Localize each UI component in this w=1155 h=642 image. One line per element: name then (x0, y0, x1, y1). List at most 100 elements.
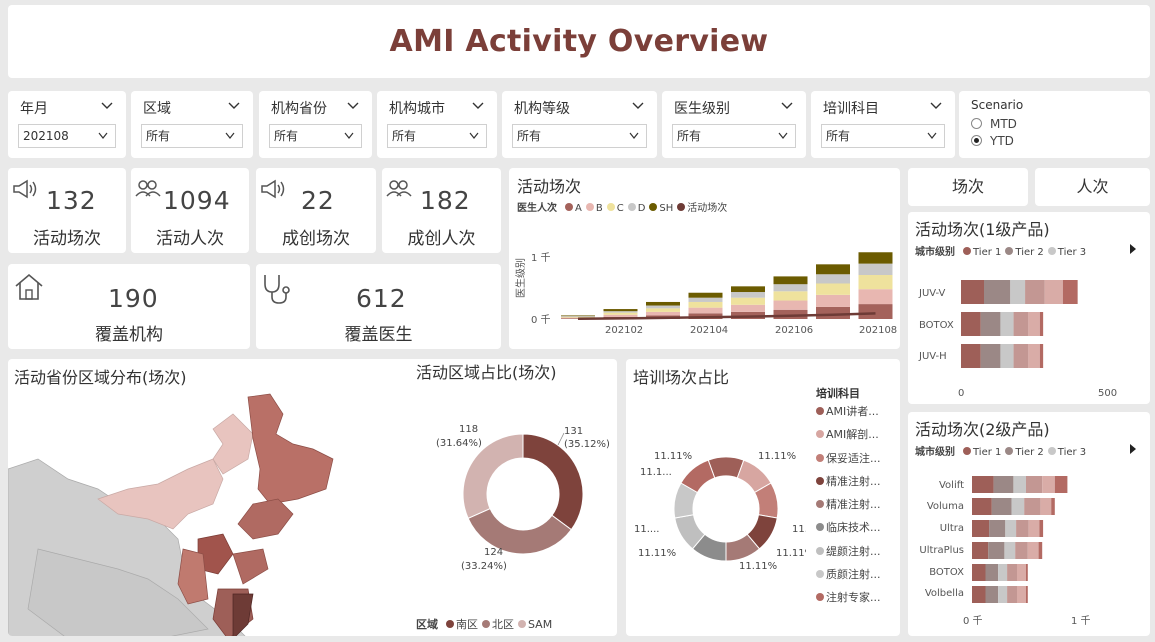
bar-segment[interactable] (972, 586, 986, 603)
bar-segment[interactable] (1013, 312, 1029, 336)
bar-segment[interactable] (993, 476, 1014, 493)
bar-segment[interactable] (1054, 476, 1068, 493)
bar-segment[interactable] (972, 520, 990, 537)
bar-segment[interactable] (816, 274, 850, 284)
chevron-down-icon[interactable] (346, 99, 360, 113)
bar-segment[interactable] (1039, 344, 1044, 368)
bar-segment[interactable] (1024, 498, 1041, 515)
chevron-down-icon[interactable] (631, 99, 645, 113)
bar-segment[interactable] (1000, 312, 1014, 336)
bar-segment[interactable] (1017, 564, 1026, 581)
bar-segment[interactable] (1028, 520, 1040, 537)
bar-segment[interactable] (1039, 520, 1044, 537)
bar-segment[interactable] (603, 312, 638, 315)
bar-segment[interactable] (731, 286, 765, 293)
scenario-option-mtd[interactable]: MTD (971, 117, 1017, 131)
bar-segment[interactable] (646, 305, 680, 309)
bar-segment[interactable] (816, 283, 850, 295)
bar-segment[interactable] (1025, 280, 1045, 304)
filter-dropdown[interactable]: 所有 (269, 124, 362, 148)
bar-segment[interactable] (731, 292, 765, 298)
filter-dropdown[interactable]: 所有 (512, 124, 647, 148)
bar-segment[interactable] (561, 316, 595, 318)
bar-segment[interactable] (731, 304, 765, 312)
bar-segment[interactable] (688, 297, 723, 302)
bar-segment[interactable] (773, 309, 808, 319)
bar-segment[interactable] (1026, 586, 1028, 603)
map-region-shanxi[interactable] (177, 548, 209, 605)
bar-segment[interactable] (998, 586, 1008, 603)
bar-segment[interactable] (961, 312, 981, 336)
bar-segment[interactable] (1000, 344, 1014, 368)
bar-segment[interactable] (688, 301, 723, 308)
bar-segment[interactable] (1007, 564, 1017, 581)
map-region-central[interactable] (27, 548, 209, 636)
bar-segment[interactable] (985, 564, 999, 581)
bar-segment[interactable] (961, 344, 981, 368)
bar-segment[interactable] (646, 311, 680, 316)
tab-sessions[interactable]: 场次 (908, 168, 1028, 206)
legend-next-icon[interactable] (1128, 444, 1138, 454)
bar-segment[interactable] (1013, 476, 1026, 493)
bar-segment[interactable] (980, 344, 1001, 368)
bar-segment[interactable] (816, 306, 850, 319)
donut-slice[interactable] (680, 459, 716, 494)
bar-segment[interactable] (603, 314, 638, 317)
chevron-down-icon[interactable] (227, 99, 241, 113)
chevron-down-icon[interactable] (780, 99, 794, 113)
bar-segment[interactable] (998, 564, 1008, 581)
map-region-heilongjiang[interactable] (247, 393, 334, 505)
bar-segment[interactable] (816, 294, 850, 307)
bar-segment[interactable] (985, 586, 999, 603)
filter-dropdown[interactable]: 所有 (672, 124, 796, 148)
bar-segment[interactable] (773, 291, 808, 301)
bar-segment[interactable] (603, 311, 638, 313)
filter-dropdown[interactable]: 所有 (387, 124, 487, 148)
bar-segment[interactable] (1011, 498, 1025, 515)
bar-segment[interactable] (988, 542, 1005, 559)
bar-segment[interactable] (1028, 312, 1040, 336)
bar-segment[interactable] (858, 274, 893, 290)
bar-segment[interactable] (1027, 542, 1039, 559)
filter-dropdown[interactable]: 所有 (821, 124, 945, 148)
chevron-down-icon[interactable] (929, 99, 943, 113)
bar-segment[interactable] (773, 276, 808, 285)
bar-segment[interactable] (1040, 498, 1052, 515)
bar-segment[interactable] (980, 312, 1001, 336)
bar-segment[interactable] (1039, 312, 1044, 336)
bar-segment[interactable] (1026, 564, 1028, 581)
filter-dropdown[interactable]: 202108 (18, 124, 116, 148)
map-region-north-inner[interactable] (97, 458, 224, 530)
line-series[interactable] (577, 312, 876, 321)
chevron-down-icon[interactable] (471, 99, 485, 113)
bar-segment[interactable] (646, 301, 680, 306)
bar-segment[interactable] (1051, 498, 1055, 515)
bar-segment[interactable] (731, 297, 765, 305)
bar-segment[interactable] (1042, 476, 1055, 493)
bar-segment[interactable] (1028, 344, 1040, 368)
bar-segment[interactable] (688, 292, 723, 298)
bar-segment[interactable] (1013, 344, 1029, 368)
map-region-shandong[interactable] (232, 548, 269, 585)
bar-segment[interactable] (773, 300, 808, 310)
bar-segment[interactable] (989, 520, 1006, 537)
bar-segment[interactable] (972, 498, 992, 515)
bar-segment[interactable] (603, 309, 638, 312)
bar-segment[interactable] (561, 315, 595, 317)
bar-segment[interactable] (858, 263, 893, 275)
bar-segment[interactable] (1062, 280, 1078, 304)
bar-segment[interactable] (1044, 280, 1063, 304)
bar-segment[interactable] (984, 280, 1011, 304)
bar-segment[interactable] (858, 289, 893, 305)
bar-segment[interactable] (972, 476, 994, 493)
bar-segment[interactable] (561, 316, 595, 317)
bar-segment[interactable] (816, 264, 850, 275)
chevron-down-icon[interactable] (100, 99, 114, 113)
map-region-north-east-inner[interactable] (212, 413, 254, 475)
bar-segment[interactable] (1015, 542, 1028, 559)
filter-dropdown[interactable]: 所有 (141, 124, 243, 148)
bar-segment[interactable] (1017, 586, 1026, 603)
bar-segment[interactable] (961, 280, 984, 304)
bar-segment[interactable] (1038, 542, 1043, 559)
bar-segment[interactable] (1005, 520, 1017, 537)
